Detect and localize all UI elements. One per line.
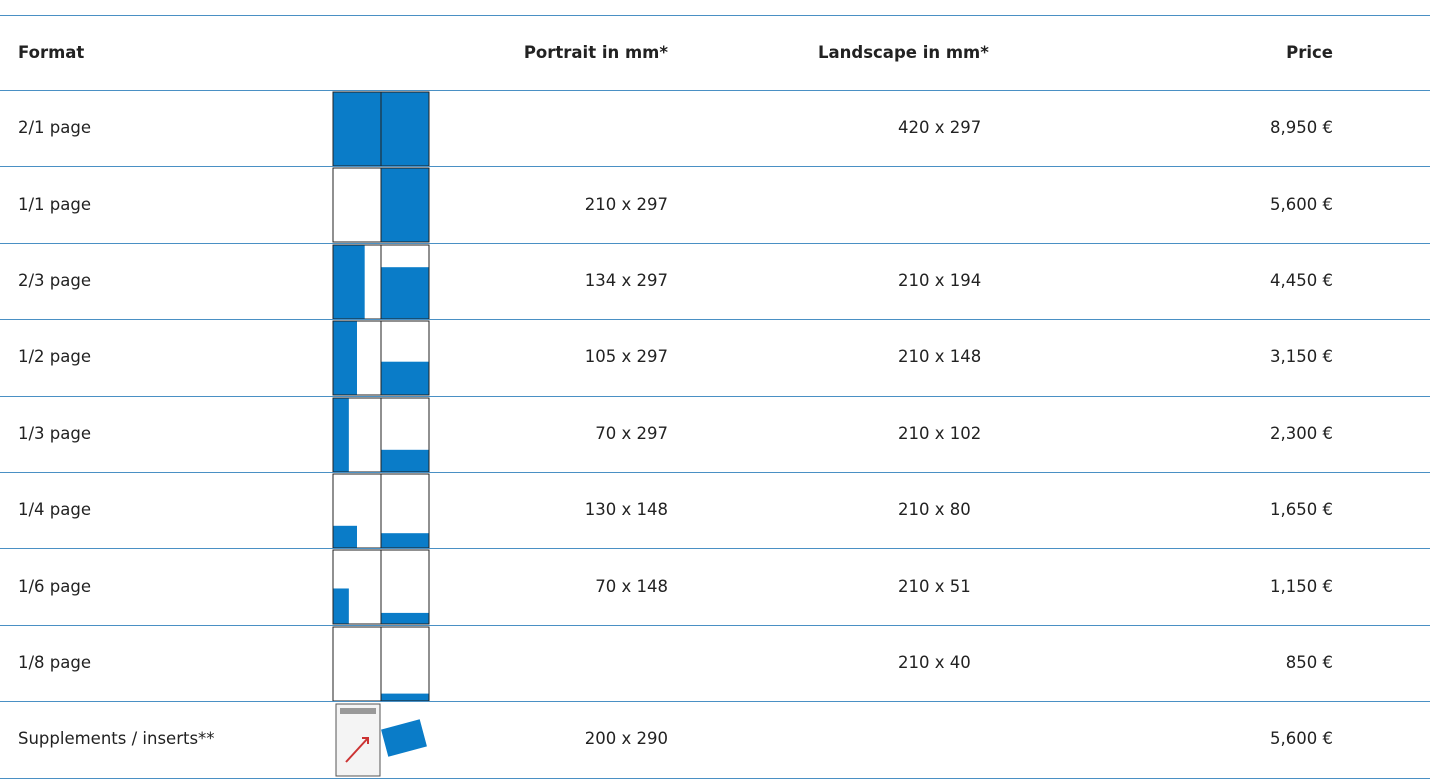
page: Format Portrait in mm* Landscape in mm* Pri… [0,0,1430,774]
portrait-cell: 70 x 148 [595,577,668,597]
format-cell: 1/3 page [18,424,91,444]
row-divider [0,548,1430,549]
format-cell: 2/3 page [18,271,91,291]
landscape-cell: 210 x 51 [898,577,971,597]
format-icon [332,91,432,167]
portrait-cell: 210 x 297 [585,195,668,215]
row-divider [0,15,1430,16]
price-cell: 1,650 € [1270,500,1333,520]
landscape-cell: 210 x 194 [898,271,981,291]
row-divider [0,396,1430,397]
format-cell: 1/8 page [18,653,91,673]
format-cell: Supplements / inserts** [18,729,215,749]
landscape-cell: 210 x 40 [898,653,971,673]
format-cell: 1/4 page [18,500,91,520]
landscape-cell: 210 x 80 [898,500,971,520]
column-header: Format [18,43,84,63]
column-header: Landscape in mm* [818,43,989,63]
price-cell: 8,950 € [1270,118,1333,138]
portrait-cell: 134 x 297 [585,271,668,291]
row-divider [0,625,1430,626]
price-cell: 5,600 € [1270,195,1333,215]
landscape-cell: 210 x 148 [898,347,981,367]
row-divider [0,701,1430,702]
format-icon [332,397,432,473]
price-cell: 850 € [1286,653,1333,673]
landscape-cell: 420 x 297 [898,118,981,138]
portrait-cell: 105 x 297 [585,347,668,367]
format-cell: 1/6 page [18,577,91,597]
format-icon [332,244,432,320]
row-divider [0,90,1430,91]
portrait-cell: 200 x 290 [585,729,668,749]
format-cell: 1/2 page [18,347,91,367]
price-cell: 2,300 € [1270,424,1333,444]
format-cell: 1/1 page [18,195,91,215]
price-cell: 4,450 € [1270,271,1333,291]
format-icon [332,626,432,702]
landscape-cell: 210 x 102 [898,424,981,444]
row-divider [0,319,1430,320]
column-header: Portrait in mm* [524,43,668,63]
format-icon [332,167,432,243]
price-cell: 5,600 € [1270,729,1333,749]
column-header: Price [1286,43,1333,63]
price-cell: 3,150 € [1270,347,1333,367]
portrait-cell: 130 x 148 [585,500,668,520]
format-icon [332,320,432,396]
format-icon [332,549,432,625]
portrait-cell: 70 x 297 [595,424,668,444]
format-cell: 2/1 page [18,118,91,138]
row-divider [0,778,1430,779]
format-icon [332,702,432,778]
row-divider [0,166,1430,167]
row-divider [0,472,1430,473]
price-cell: 1,150 € [1270,577,1333,597]
format-icon [332,473,432,549]
row-divider [0,243,1430,244]
